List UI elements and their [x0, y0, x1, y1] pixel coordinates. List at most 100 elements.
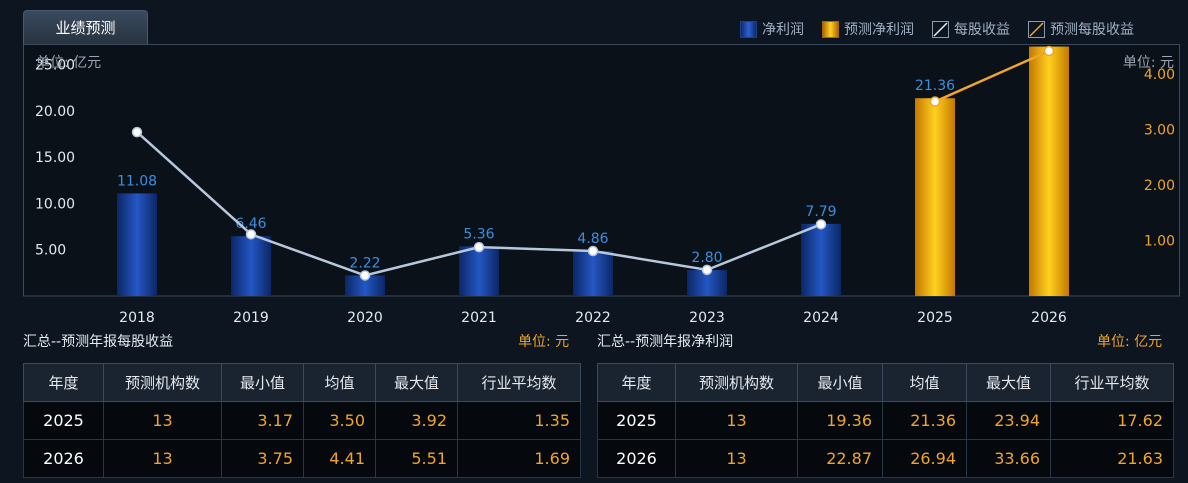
net-profit-swatch-icon [740, 20, 757, 38]
forecast-eps-line-swatch-icon [1028, 20, 1045, 38]
min-cell: 3.17 [221, 401, 304, 440]
chart-legend: 净利润 预测净利润 每股收益 预测每股收益 [740, 18, 1134, 40]
net-profit-bar [573, 251, 613, 296]
legend-forecast-eps[interactable]: 预测每股收益 [1028, 19, 1134, 39]
industry-avg-cell: 1.69 [457, 439, 581, 478]
mean-cell: 21.36 [882, 401, 967, 440]
eps-point [131, 126, 143, 138]
eps-line-swatch-icon [932, 20, 949, 38]
table-header-row: 年度 预测机构数 最小值 均值 最大值 行业平均数 [23, 363, 581, 402]
x-tick-label: 2023 [689, 310, 725, 326]
x-tick-label: 2018 [119, 310, 155, 326]
forecast-eps-point [929, 96, 941, 107]
eps-table-unit: 单位: 元 [518, 334, 570, 350]
forecast-eps-line [934, 49, 1050, 103]
table-row: 2026 13 22.87 26.94 33.66 21.63 [597, 439, 1174, 478]
y-tick-label-right: 1.00 [1144, 233, 1175, 249]
max-cell: 33.66 [966, 439, 1051, 478]
net-profit-bar [345, 275, 385, 296]
mean-cell: 3.50 [303, 401, 376, 440]
legend-label: 预测净利润 [844, 22, 914, 38]
eps-table-title: 汇总--预测年报每股收益 [23, 334, 174, 350]
eps-point [587, 245, 599, 257]
legend-label: 预测每股收益 [1050, 22, 1134, 38]
tab-performance-forecast[interactable]: 业绩预测 [23, 10, 148, 44]
year-cell: 2026 [597, 439, 676, 478]
legend-label: 每股收益 [954, 22, 1010, 38]
x-tick-label: 2020 [347, 310, 383, 326]
year-cell: 2025 [597, 401, 676, 440]
y-tick-label-left: 20.00 [35, 104, 75, 120]
net-profit-bar [231, 236, 271, 296]
y-tick-label-left: 15.00 [35, 150, 75, 166]
min-cell: 19.36 [797, 401, 883, 440]
column-header[interactable]: 最小值 [797, 363, 883, 402]
forecast-net-profit-swatch-icon [822, 20, 839, 38]
eps-point [245, 229, 257, 240]
mean-cell: 26.94 [882, 439, 967, 478]
y-tick-label-right: 2.00 [1144, 178, 1175, 194]
forecast-eps-point [1043, 45, 1055, 57]
column-header[interactable]: 行业平均数 [457, 363, 581, 402]
eps-point [701, 264, 713, 276]
bar-value-label: 7.79 [805, 204, 836, 220]
institution-count-cell: 13 [675, 401, 798, 440]
max-cell: 5.51 [375, 439, 458, 478]
industry-avg-cell: 1.35 [457, 401, 581, 440]
institution-count-cell: 13 [103, 439, 222, 478]
industry-avg-cell: 21.63 [1050, 439, 1174, 478]
bar-value-label: 4.86 [577, 231, 608, 247]
column-header[interactable]: 行业平均数 [1050, 363, 1174, 402]
y-tick-label-right: 4.00 [1144, 67, 1175, 83]
eps-point [473, 241, 485, 253]
net-profit-bar [801, 223, 841, 296]
table-row: 2026 13 3.75 4.41 5.51 1.69 [23, 439, 581, 478]
mean-cell: 4.41 [303, 439, 376, 478]
max-cell: 23.94 [966, 401, 1051, 440]
legend-label: 净利润 [762, 22, 804, 38]
eps-point [815, 219, 827, 230]
bar-value-label: 2.22 [349, 255, 380, 271]
y-tick-label-left: 25.00 [35, 58, 75, 74]
column-header[interactable]: 最大值 [375, 363, 458, 402]
y-tick-label-left: 5.00 [35, 243, 66, 259]
legend-forecast-net-profit[interactable]: 预测净利润 [822, 19, 914, 39]
eps-forecast-table: 年度 预测机构数 最小值 均值 最大值 行业平均数 2025 13 3.17 3… [23, 363, 581, 478]
chart-canvas: 25.00 20.00 15.00 10.00 5.00 4.00 3.00 2.00 1.00… [23, 44, 1180, 326]
profit-table-title: 汇总--预测年报净利润 [597, 334, 734, 350]
year-cell: 2026 [23, 439, 104, 478]
table-row: 2025 13 19.36 21.36 23.94 17.62 [597, 401, 1174, 440]
profit-table-unit: 单位: 亿元 [1097, 334, 1163, 350]
bar-value-label: 2.80 [691, 250, 722, 266]
column-header[interactable]: 均值 [882, 363, 967, 402]
bar-value-label: 5.36 [463, 226, 494, 242]
x-tick-label: 2024 [803, 310, 839, 326]
column-header[interactable]: 预测机构数 [675, 363, 798, 402]
legend-net-profit[interactable]: 净利润 [740, 19, 804, 39]
column-header[interactable]: 均值 [303, 363, 376, 402]
x-tick-label: 2025 [917, 310, 953, 326]
net-profit-forecast-table: 年度 预测机构数 最小值 均值 最大值 行业平均数 2025 13 19.36 … [597, 363, 1174, 478]
institution-count-cell: 13 [675, 439, 798, 478]
industry-avg-cell: 17.62 [1050, 401, 1174, 440]
max-cell: 3.92 [375, 401, 458, 440]
table-row: 2025 13 3.17 3.50 3.92 1.35 [23, 401, 581, 440]
bar-value-label: 11.08 [117, 173, 157, 189]
x-tick-label: 2021 [461, 310, 497, 326]
column-header[interactable]: 预测机构数 [103, 363, 222, 402]
x-tick-label: 2022 [575, 310, 611, 326]
eps-point [359, 270, 371, 281]
x-tick-label: 2026 [1031, 310, 1067, 326]
y-tick-label-left: 10.00 [35, 196, 75, 212]
forecast-net-profit-bar [915, 98, 955, 296]
net-profit-bar [117, 193, 157, 296]
column-header[interactable]: 最大值 [966, 363, 1051, 402]
net-profit-bar [459, 246, 499, 296]
column-header[interactable]: 年度 [597, 363, 676, 402]
column-header[interactable]: 最小值 [221, 363, 304, 402]
legend-eps[interactable]: 每股收益 [932, 19, 1010, 39]
y-tick-label-right: 3.00 [1144, 122, 1175, 138]
left-axis-unit: 单位: 亿元 [36, 55, 102, 71]
forecast-net-profit-bar [1029, 46, 1069, 296]
column-header[interactable]: 年度 [23, 363, 104, 402]
